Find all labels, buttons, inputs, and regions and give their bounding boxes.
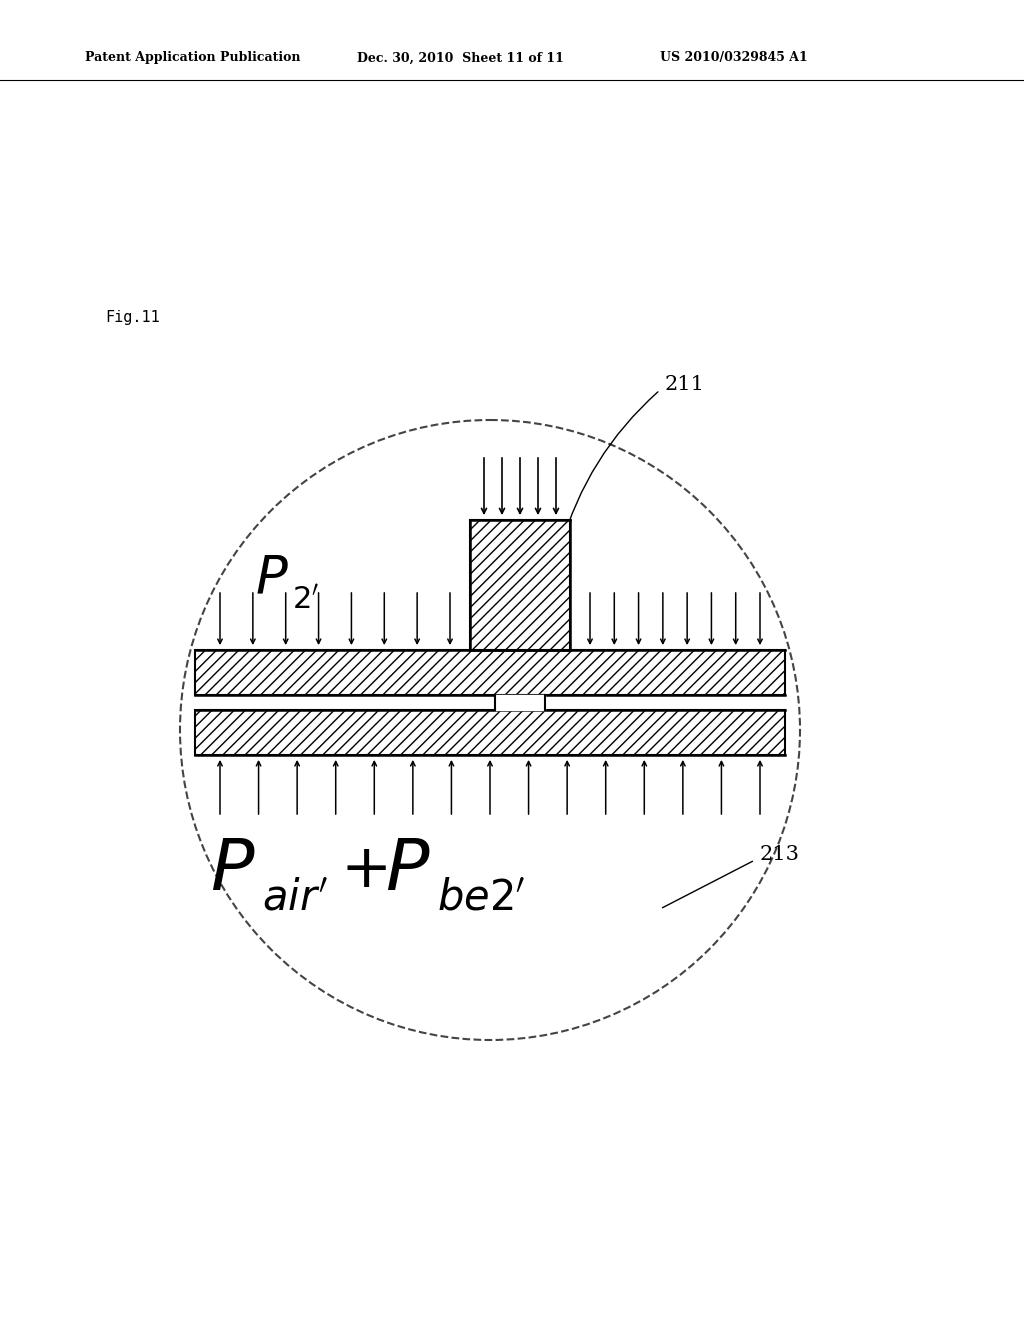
Text: US 2010/0329845 A1: US 2010/0329845 A1 <box>660 51 808 65</box>
Text: $be2'$: $be2'$ <box>437 876 525 917</box>
Text: $P$: $P$ <box>385 834 430 906</box>
Polygon shape <box>470 520 570 649</box>
Text: 211: 211 <box>665 375 705 395</box>
Polygon shape <box>195 710 785 755</box>
Text: $P$: $P$ <box>210 834 255 906</box>
Text: $2'$: $2'$ <box>292 585 319 615</box>
Polygon shape <box>495 696 545 710</box>
Text: Fig.11: Fig.11 <box>105 310 160 325</box>
Text: Dec. 30, 2010  Sheet 11 of 11: Dec. 30, 2010 Sheet 11 of 11 <box>357 51 564 65</box>
Polygon shape <box>195 649 785 696</box>
Polygon shape <box>470 520 570 649</box>
Text: $air'$: $air'$ <box>262 876 328 917</box>
Text: Patent Application Publication: Patent Application Publication <box>85 51 300 65</box>
Text: $+$: $+$ <box>340 840 387 900</box>
Text: 213: 213 <box>760 846 800 865</box>
Text: $P$: $P$ <box>255 554 289 606</box>
